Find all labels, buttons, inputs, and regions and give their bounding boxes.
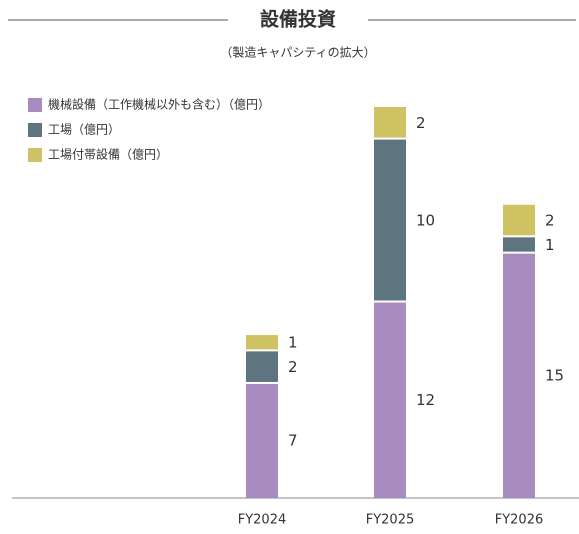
value-label: 7: [288, 431, 298, 449]
bar-segment: [503, 253, 535, 498]
value-label: 2: [545, 212, 555, 230]
bar-segment: [374, 139, 406, 301]
value-label: 15: [545, 366, 564, 384]
legend-swatch: [28, 123, 42, 137]
value-label: 1: [288, 334, 298, 352]
bar-segment: [503, 237, 535, 252]
x-tick-label: FY2024: [238, 513, 287, 528]
value-label: 2: [288, 358, 298, 376]
x-tick-label: FY2026: [495, 513, 544, 528]
chart-subtitle: （製造キャパシティの拡大）: [220, 46, 375, 60]
legend-swatch: [28, 148, 42, 162]
value-label: 2: [416, 114, 426, 132]
legend-swatch: [28, 98, 42, 112]
bar-segment: [246, 383, 278, 498]
bar-segment: [374, 107, 406, 138]
bar-segment: [246, 335, 278, 350]
chart-title: 設備投資: [260, 8, 336, 31]
bar-segment: [246, 351, 278, 382]
legend-label: 工場付帯設備（億円）: [48, 147, 168, 162]
x-tick-label: FY2025: [366, 513, 415, 528]
value-label: 12: [416, 391, 435, 409]
bar-segment: [374, 302, 406, 498]
legend-label: 機械設備（工作機械以外も含む）（億円）: [48, 97, 270, 112]
value-label: 10: [416, 212, 435, 230]
bar-segment: [503, 204, 535, 236]
legend-label: 工場（億円）: [48, 123, 120, 137]
value-label: 1: [545, 236, 555, 254]
